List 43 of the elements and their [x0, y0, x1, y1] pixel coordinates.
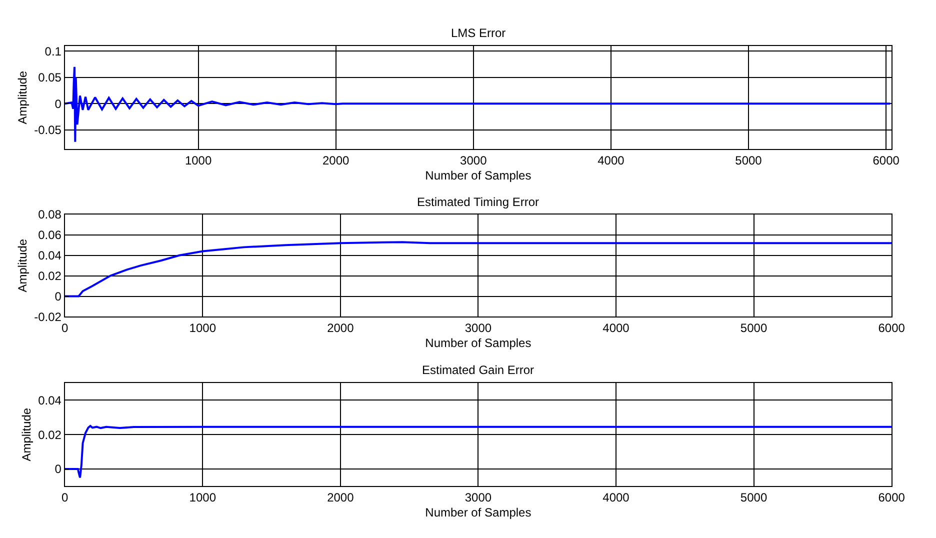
x-tick-label: 4000 [598, 154, 625, 168]
x-tick-label: 3000 [460, 154, 488, 168]
x-tick-label: 2000 [327, 321, 354, 336]
x-tick-label: 5000 [740, 490, 768, 505]
x-tick-label: 4000 [602, 490, 630, 505]
y-tick-label: 0.05 [38, 70, 62, 85]
line-series [64, 241, 892, 298]
x-axis-title: Number of Samples [425, 505, 532, 520]
x-tick-label: 3000 [464, 490, 492, 505]
y-tick-label: 0.04 [38, 248, 62, 263]
x-tick-label: 1000 [184, 154, 212, 168]
y-tick-label: 0 [54, 96, 62, 111]
y-axis-title: Amplitude [19, 408, 34, 462]
x-tick-label: 1000 [189, 321, 216, 336]
x-tick-label: 6000 [872, 154, 900, 168]
y-axis-title: Amplitude [15, 70, 30, 124]
y-tick-label: 0.1 [44, 44, 62, 58]
chart-title: Estimated Gain Error [422, 363, 534, 377]
x-axis-title: Number of Samples [425, 336, 532, 350]
x-tick-label: 2000 [322, 154, 350, 168]
chart-title: LMS Error [451, 26, 506, 40]
y-tick-label: 0.04 [38, 393, 62, 408]
x-tick-label: 6000 [878, 321, 906, 336]
x-tick-label: 1000 [189, 490, 216, 505]
y-tick-label: 0.08 [38, 208, 62, 222]
y-tick-label: -0.05 [34, 123, 62, 138]
x-tick-label: 2000 [327, 490, 354, 505]
y-tick-label: -0.02 [34, 310, 62, 324]
x-tick-label: 3000 [464, 321, 492, 336]
y-tick-label: 0.02 [38, 269, 62, 284]
x-tick-label: 5000 [740, 321, 768, 336]
x-tick-label: 5000 [735, 154, 762, 168]
line-series [64, 424, 892, 479]
y-axis-title: Amplitude [15, 238, 30, 292]
y-tick-label: 0 [54, 462, 62, 476]
y-tick-label: 0 [54, 289, 62, 304]
x-axis-title: Number of Samples [425, 168, 532, 182]
x-tick-label: 4000 [602, 321, 630, 336]
y-tick-label: 0.02 [38, 428, 62, 442]
y-tick-label: 0.06 [38, 228, 62, 242]
line-series [64, 66, 892, 143]
chart-title: Estimated Timing Error [417, 195, 540, 209]
x-tick-label: 6000 [878, 490, 906, 505]
